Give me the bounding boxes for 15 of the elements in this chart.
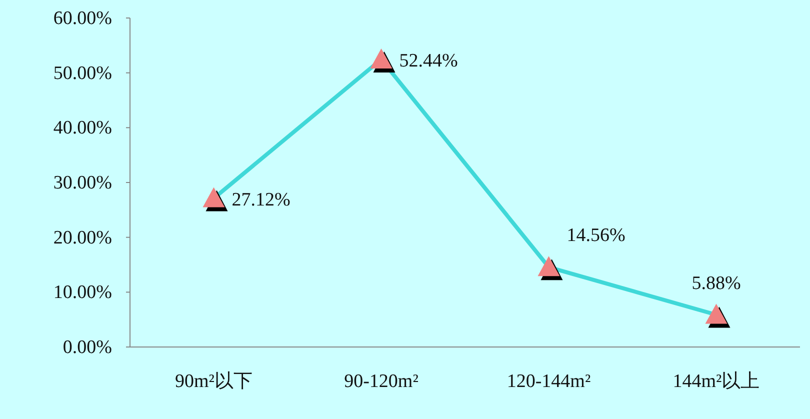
data-label: 14.56% — [566, 225, 626, 246]
y-tick-label: 0.00% — [62, 337, 112, 358]
x-tick-label: 144m²以上 — [672, 371, 760, 392]
y-tick-label: 50.00% — [53, 62, 112, 84]
data-label: 52.44% — [399, 50, 458, 72]
y-tick-label: 60.00% — [53, 8, 112, 29]
y-tick-label: 40.00% — [53, 118, 112, 139]
y-tick-label: 20.00% — [53, 227, 112, 248]
x-tick-label: 120-144m² — [506, 371, 591, 392]
data-label: 27.12% — [232, 189, 290, 210]
x-tick-label: 90m²以下 — [175, 371, 252, 392]
y-tick-label: 10.00% — [53, 282, 112, 304]
x-tick-label: 90-120m² — [344, 371, 419, 392]
y-tick-label: 30.00% — [53, 172, 112, 194]
data-label: 5.88% — [692, 272, 741, 294]
